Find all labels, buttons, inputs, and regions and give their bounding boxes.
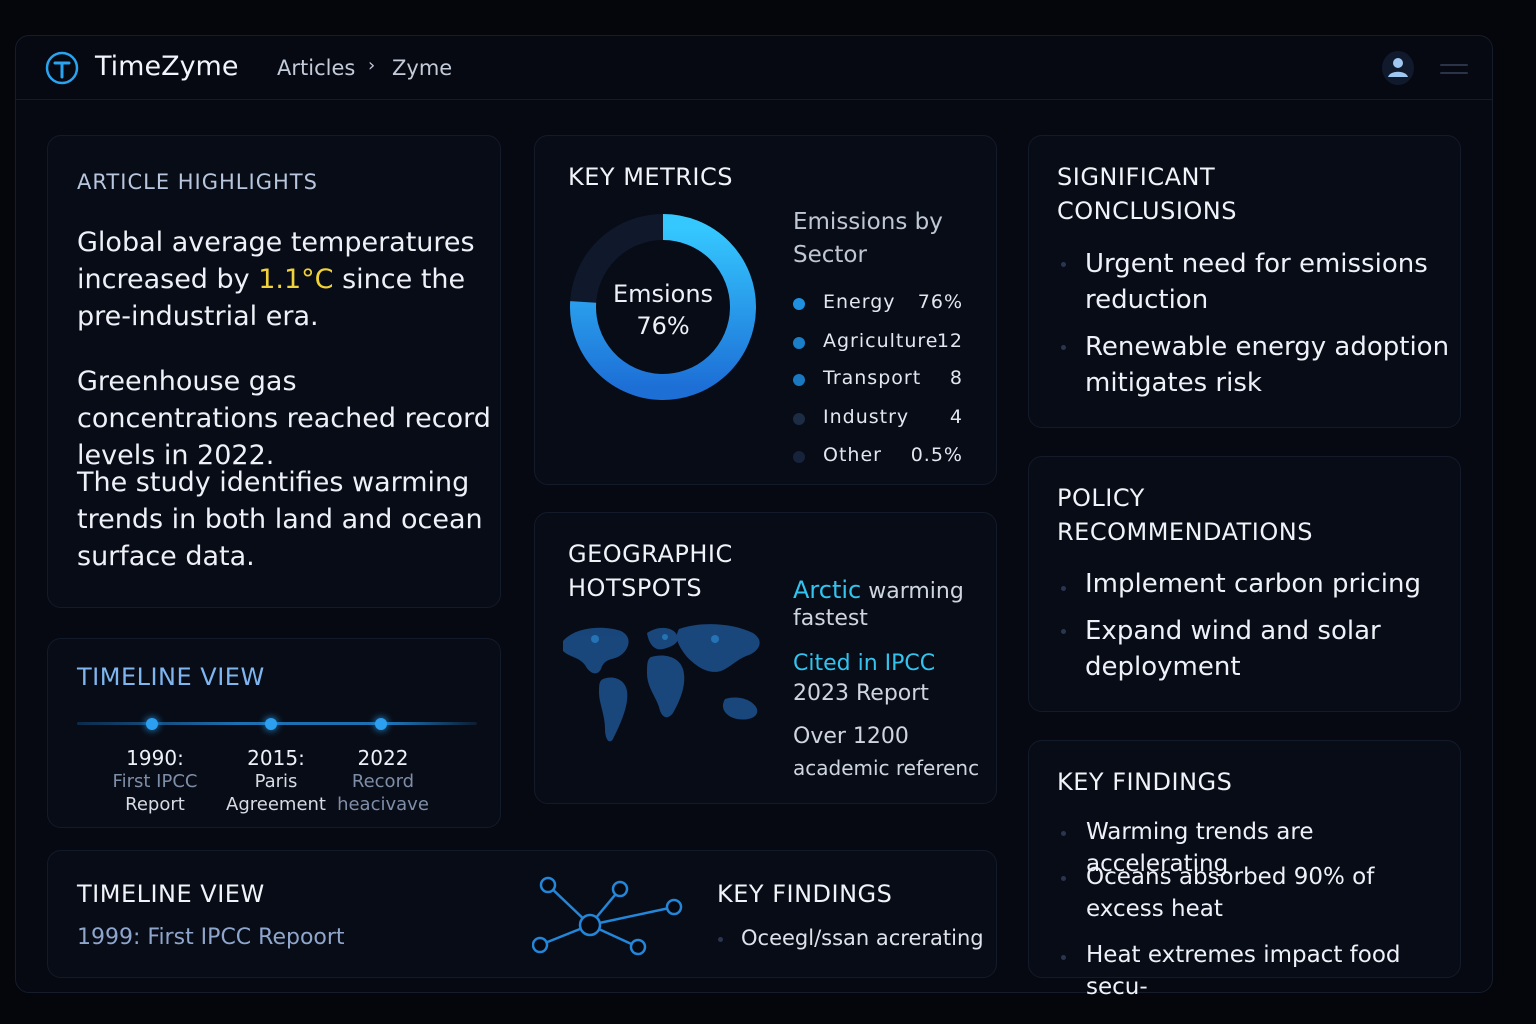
geo-arctic: Arctic warming xyxy=(793,576,964,604)
geo-academic: academic referenc xyxy=(793,756,980,780)
legend-dot-icon xyxy=(793,337,805,349)
timeline-dot-1990[interactable] xyxy=(146,718,158,730)
policy-item: Implement carbon pricing xyxy=(1085,569,1421,599)
significant-conclusions-card: SIGNIFICANT CONCLUSIONS Urgent need for … xyxy=(1028,135,1461,428)
timeline-event: 2015: Paris Agreement xyxy=(226,746,326,816)
legend-dot-icon xyxy=(793,374,805,386)
timeline-track xyxy=(77,722,477,725)
bullet-icon xyxy=(1061,586,1066,591)
bullet-icon xyxy=(1061,876,1066,881)
conclusion-item: Renewable energy adoption mitigates risk xyxy=(1085,332,1450,398)
policy-title: POLICY RECOMMENDATIONS xyxy=(1057,484,1313,546)
donut-energy-arc xyxy=(570,214,756,400)
key-metrics-card: KEY METRICS Emsions 76% Emissions by Sec… xyxy=(534,135,997,485)
bottom-summary-card: TIMELINE VIEW 1999: First IPCC Repoort K… xyxy=(47,850,997,978)
legend-dot-icon xyxy=(793,298,805,310)
timezyme-logo-icon[interactable] xyxy=(45,51,79,85)
key-findings-card: KEY FINDINGS Warming trends are accelera… xyxy=(1028,740,1461,1000)
geo-report: 2023 Report xyxy=(793,681,929,706)
policy-item: Expand wind and solar deployment xyxy=(1085,616,1381,682)
conclusion-item: Urgent need for emissions reduction xyxy=(1085,249,1428,315)
geo-title: GEOGRAPHIC HOTSPOTS xyxy=(568,540,733,602)
emissions-donut-chart xyxy=(570,214,756,400)
user-avatar-icon[interactable] xyxy=(1381,50,1415,86)
world-map-icon[interactable] xyxy=(555,613,770,753)
network-graph-icon xyxy=(532,876,683,956)
timeline-event: 2022 Record heacivave xyxy=(337,746,429,816)
timeline-dot-2022[interactable] xyxy=(375,718,387,730)
breadcrumb-articles[interactable]: Articles xyxy=(277,56,356,80)
timeline-title: TIMELINE VIEW xyxy=(77,663,265,691)
geographic-hotspots-card: GEOGRAPHIC HOTSPOTS Arctic warming faste… xyxy=(534,512,997,804)
breadcrumb-zyme[interactable]: Zyme xyxy=(392,56,453,80)
brand-name[interactable]: TimeZyme xyxy=(95,51,239,82)
bullet-icon xyxy=(1061,262,1066,267)
highlight-greenhouse: Greenhouse gas concentrations reached re… xyxy=(77,366,491,471)
menu-icon[interactable] xyxy=(1440,64,1468,76)
bullet-icon xyxy=(718,937,723,942)
policy-recommendations-card: POLICY RECOMMENDATIONS Implement carbon … xyxy=(1028,456,1461,712)
geo-fastest: fastest xyxy=(793,606,868,631)
bottom-timeline-line: 1999: First IPCC Repoort xyxy=(77,925,345,950)
bottom-findings-line: Oceegl/ssan acrerating xyxy=(741,926,984,950)
bottom-findings-title: KEY FINDINGS xyxy=(717,880,893,908)
highlights-title: ARTICLE HIGHLIGHTS xyxy=(77,170,318,194)
bottom-timeline-title: TIMELINE VIEW xyxy=(77,880,265,908)
geo-cited: Cited in IPCC xyxy=(793,651,936,676)
timeline-event: 1990: First IPCC Report xyxy=(112,746,198,816)
finding-item: Oceans absorbed 90% of excess heat xyxy=(1086,864,1375,922)
article-highlights-card: ARTICLE HIGHLIGHTS Global average temper… xyxy=(47,135,501,608)
bullet-icon xyxy=(1061,629,1066,634)
sector-title: Emissions by Sector xyxy=(793,209,943,268)
finding-item: Warming trends are accelerating xyxy=(1086,819,1314,877)
bullet-icon xyxy=(1061,831,1066,836)
legend-dot-icon xyxy=(793,413,805,425)
breadcrumb-separator: › xyxy=(368,55,376,76)
findings-title: KEY FINDINGS xyxy=(1057,768,1233,796)
bullet-icon xyxy=(1061,345,1066,350)
legend-dot-icon xyxy=(793,451,805,463)
timeline-card: TIMELINE VIEW 1990: First IPCC Report 20… xyxy=(47,638,501,828)
temperature-value: 1.1°C xyxy=(258,264,334,295)
conclusions-title: SIGNIFICANT CONCLUSIONS xyxy=(1057,163,1237,225)
donut-center-label: Emsions 76% xyxy=(612,280,714,340)
bullet-icon xyxy=(1061,955,1066,960)
key-metrics-title: KEY METRICS xyxy=(568,163,733,191)
timeline-dot-2015[interactable] xyxy=(265,718,277,730)
highlight-study: The study identifies warming trends in b… xyxy=(77,467,483,572)
highlight-temperature: Global average temperatures increased by… xyxy=(77,227,475,332)
geo-over: Over 1200 xyxy=(793,724,909,749)
top-bar: TimeZyme Articles › Zyme xyxy=(16,36,1492,100)
finding-item: Heat extremes impact food secu- xyxy=(1086,942,1401,1000)
